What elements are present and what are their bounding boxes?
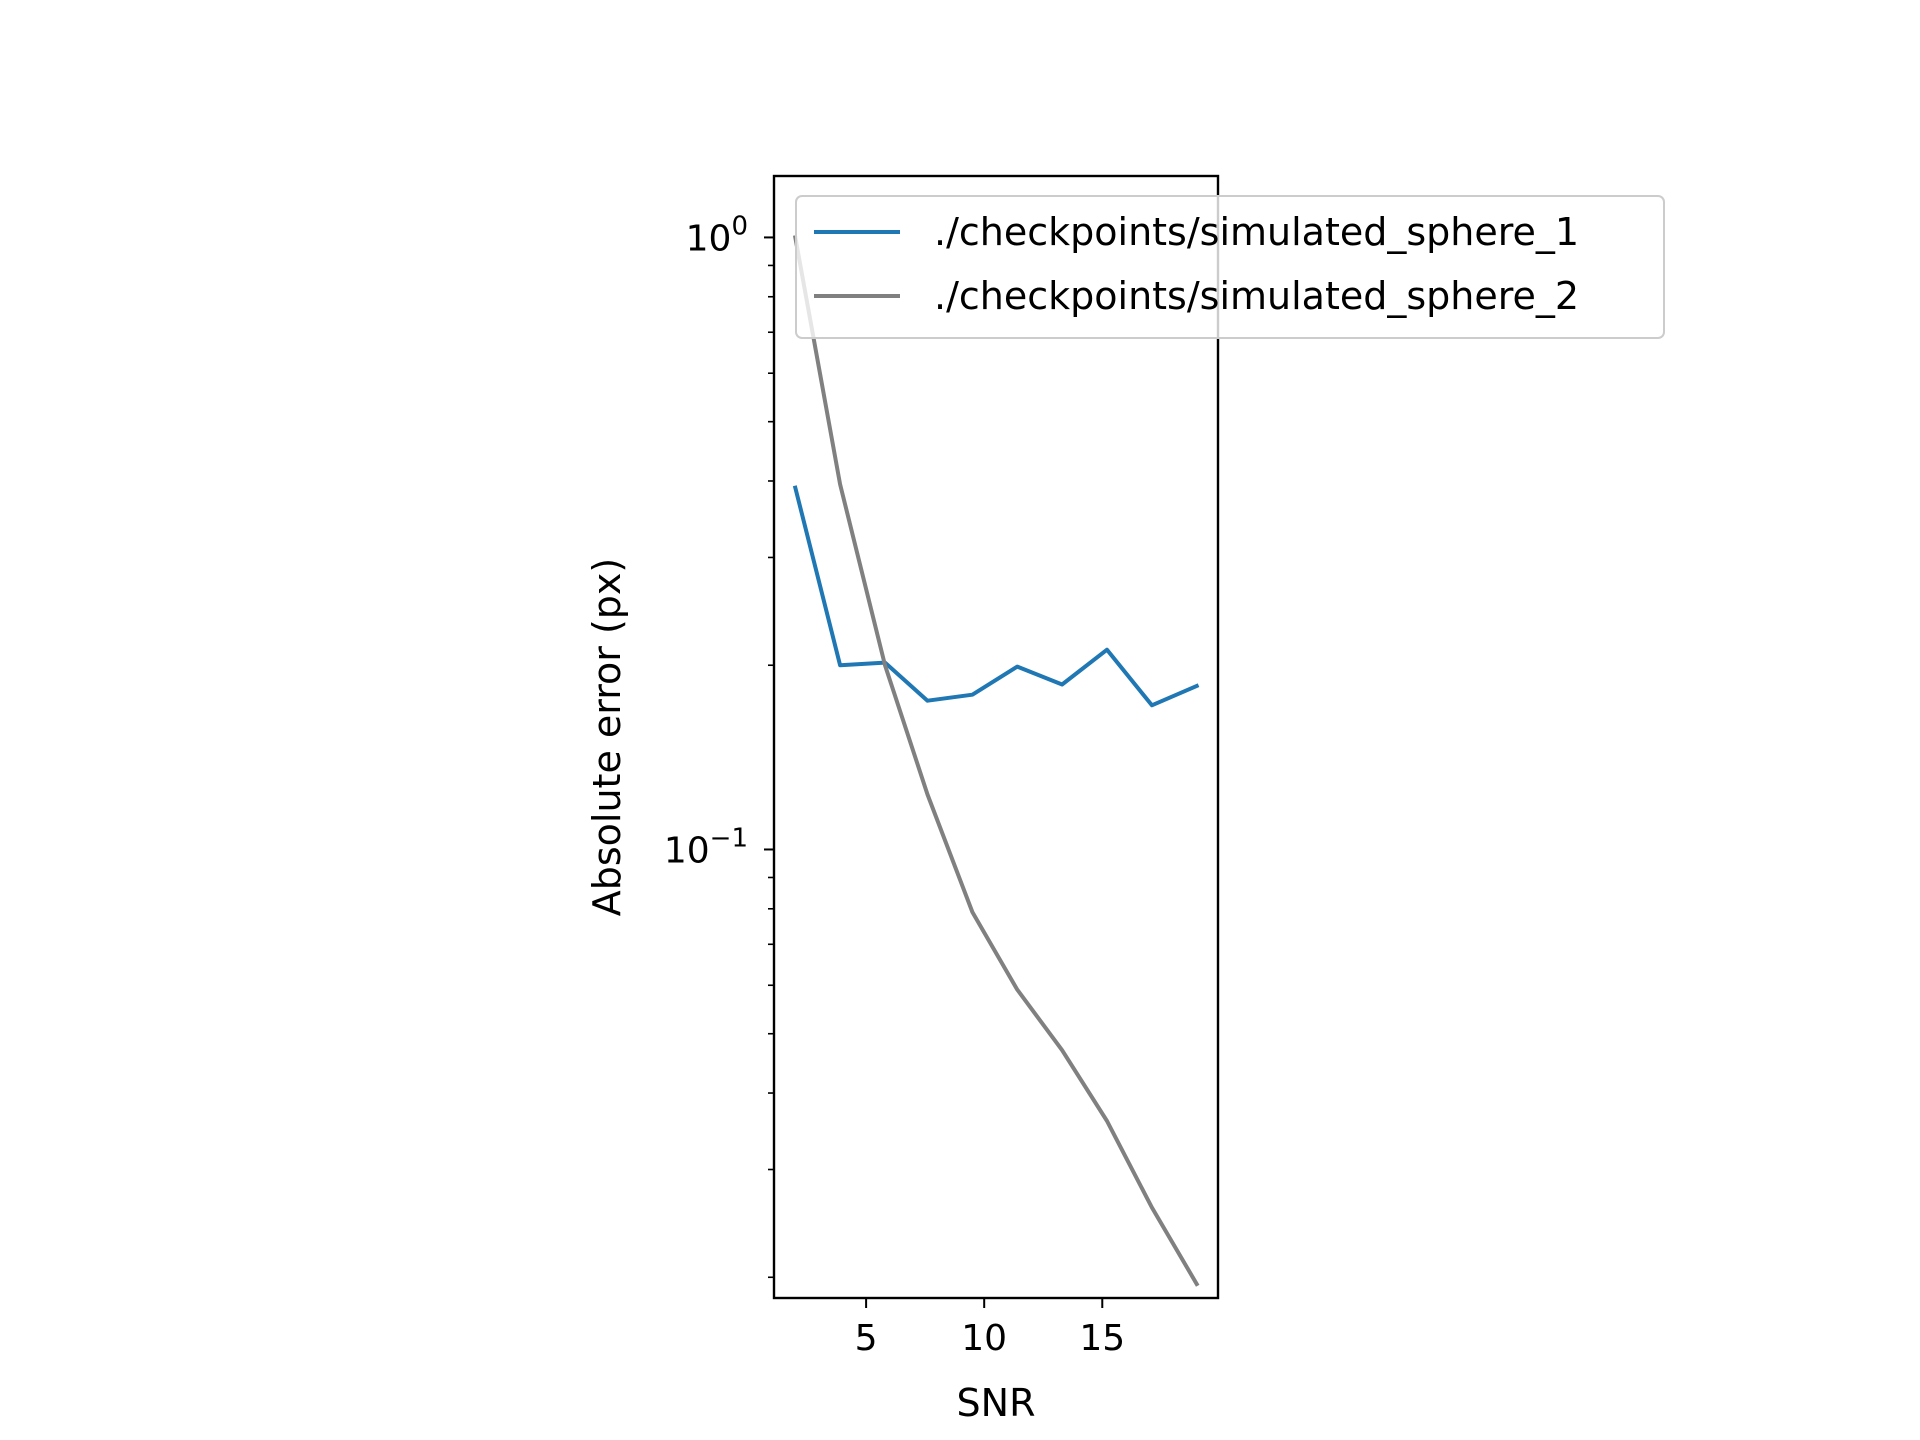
axes-layer: 5 10 15 100 10−1 <box>664 211 1125 1359</box>
legend-label-1: ./checkpoints/simulated_sphere_1 <box>934 210 1579 254</box>
x-tick-label: 10 <box>961 1318 1007 1359</box>
y-tick-label: 10−1 <box>664 823 748 871</box>
series-line-2 <box>792 235 1200 1287</box>
legend-box <box>795 195 1665 339</box>
y-axis-label: Absolute error (px) <box>585 558 629 917</box>
legend: ./checkpoints/simulated_sphere_1 ./checkp… <box>795 195 1665 339</box>
plot-frame <box>772 174 1220 1300</box>
legend-label-2: ./checkpoints/simulated_sphere_2 <box>934 274 1579 318</box>
x-tick-label: 5 <box>855 1318 878 1359</box>
series-line-1 <box>792 485 1200 708</box>
series-layer <box>792 235 1200 1287</box>
x-axis-label: SNR <box>957 1381 1036 1425</box>
x-tick-label: 15 <box>1079 1318 1125 1359</box>
y-tick-label: 100 <box>686 211 748 259</box>
